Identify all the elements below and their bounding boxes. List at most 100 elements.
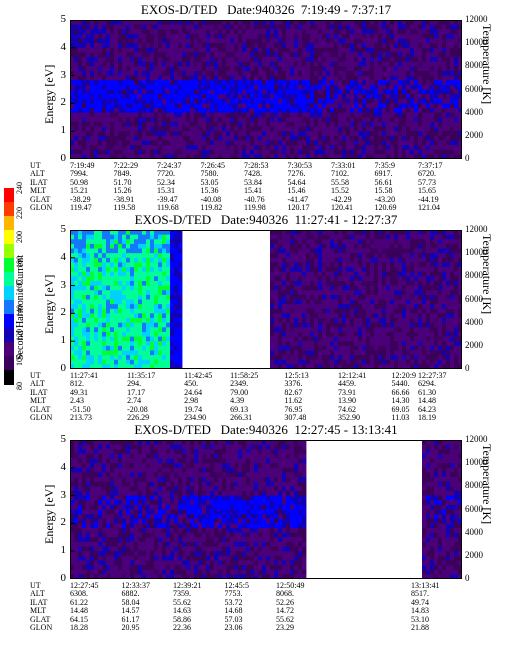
heatmap-cell [302,121,307,127]
heatmap-cell [334,234,339,240]
heatmap-cell [410,313,415,319]
heatmap-cell [358,94,363,100]
heatmap-cell [398,267,403,273]
heatmap-cell [178,280,183,286]
heatmap-cell [358,308,363,314]
heatmap-cell [362,248,367,254]
heatmap-cell [338,29,343,35]
heatmap-cell [294,313,299,319]
heatmap-cell [410,243,415,249]
heatmap-cell [362,145,367,151]
heatmap-cell [166,70,171,76]
heatmap-cell [110,294,115,300]
heatmap-cell [326,94,331,100]
heatmap-cell [338,121,343,127]
heatmap-cell [146,117,151,123]
heatmap-cell [166,313,171,319]
heatmap-cell [382,294,387,300]
heatmap-cell [70,336,75,342]
heatmap-cell [430,70,435,76]
heatmap-cell [358,75,363,81]
heatmap-cell [414,276,419,282]
heatmap-cell [214,108,219,114]
heatmap-cell [330,131,335,137]
heatmap-cell [98,145,103,151]
heatmap-cell [322,135,327,141]
heatmap-cell [286,327,291,333]
heatmap-cell [274,57,279,63]
heatmap-cell [242,98,247,104]
heatmap-cell [146,80,151,86]
heatmap-cell [162,234,167,240]
heatmap-cell [74,33,79,39]
heatmap-cell [346,364,351,369]
heatmap-cell [114,52,119,58]
heatmap-cell [282,154,287,159]
heatmap-cell [154,331,159,337]
heatmap-cell [182,84,187,90]
heatmap-cell [230,121,235,127]
heatmap-cell [362,140,367,146]
heatmap-cell [94,331,99,337]
heatmap-cell [326,131,331,137]
heatmap-cell [146,345,151,351]
heatmap-cell [154,285,159,291]
heatmap-cell [322,327,327,333]
heatmap-cell [338,280,343,286]
heatmap-cell [430,108,435,114]
heatmap-cell [406,57,411,63]
heatmap-cell [102,80,107,86]
heatmap-cell [218,75,223,81]
heatmap-cell [342,43,347,49]
heatmap-cell [170,112,175,118]
heatmap-cell [422,149,427,155]
heatmap-cell [310,304,315,310]
heatmap-cell [322,243,327,249]
heatmap-cell [134,61,139,67]
heatmap-cell [390,234,395,240]
heatmap-cell [206,33,211,39]
heatmap-cell [118,80,123,86]
heatmap-cell [390,140,395,146]
heatmap-cell [382,230,387,236]
heatmap-cell [170,313,175,319]
heatmap-cell [238,112,243,118]
heatmap-cell [322,47,327,53]
heatmap-cell [326,145,331,151]
heatmap-cell [138,304,143,310]
heatmap-cell [110,20,115,26]
heatmap-cell [86,262,91,268]
heatmap-cell [250,140,255,146]
y2-tick-label: 2000 [465,129,483,140]
heatmap-cell [158,285,163,291]
heatmap-cell [230,29,235,35]
heatmap-cell [230,38,235,44]
heatmap-cell [134,276,139,282]
heatmap-cell [70,267,75,273]
heatmap-cell [410,38,415,44]
heatmap-cell [454,89,459,95]
heatmap-cell [394,294,399,300]
heatmap-cell [82,257,87,263]
heatmap-cell [122,43,127,49]
heatmap-cell [394,149,399,155]
heatmap-cell [110,327,115,333]
heatmap-cell [342,271,347,277]
heatmap-cell [94,94,99,100]
heatmap-cell [386,80,391,86]
heatmap-cell [222,135,227,141]
heatmap-cell [118,327,123,333]
heatmap-cell [86,248,91,254]
heatmap-cell [342,239,347,245]
heatmap-cell [430,57,435,63]
heatmap-cell [178,253,183,259]
heatmap-cell [190,24,195,30]
heatmap-cell [174,38,179,44]
ephemeris-cell: 55.58 [331,177,349,187]
colorbar-swatch [4,216,14,231]
heatmap-cell [410,57,415,63]
heatmap-cell [346,341,351,347]
heatmap-cell [330,80,335,86]
heatmap-cell [330,285,335,291]
heatmap-cell [398,75,403,81]
